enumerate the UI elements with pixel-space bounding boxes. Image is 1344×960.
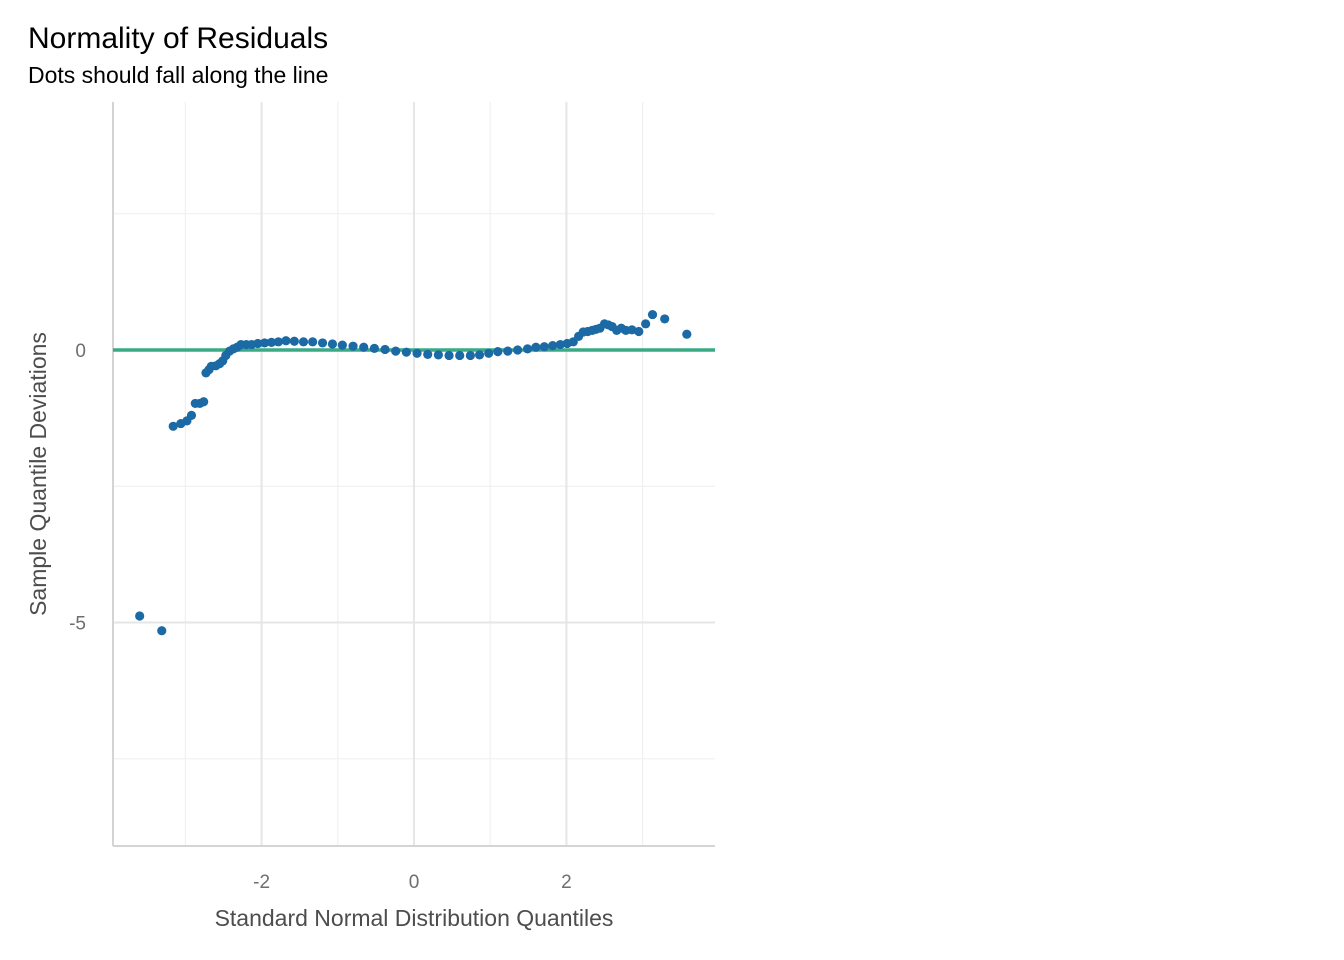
data-point xyxy=(391,346,401,356)
data-point xyxy=(484,348,494,358)
x-axis-title: Standard Normal Distribution Quantiles xyxy=(215,905,614,931)
data-point xyxy=(401,347,411,357)
chart-title: Normality of Residuals xyxy=(28,22,329,55)
data-point xyxy=(380,344,390,355)
residual-points xyxy=(135,309,692,636)
y-tick-labels: 0 -5 xyxy=(69,341,86,635)
data-point xyxy=(513,345,523,355)
data-point xyxy=(168,421,178,431)
data-point xyxy=(474,350,485,360)
data-point xyxy=(273,337,283,347)
data-point xyxy=(548,341,558,351)
data-point xyxy=(298,337,309,347)
x-tick-label: 0 xyxy=(409,872,420,893)
data-point xyxy=(412,348,422,358)
data-point xyxy=(423,349,433,359)
axis-lines xyxy=(112,102,715,847)
data-point xyxy=(308,337,318,347)
data-point xyxy=(199,397,209,407)
data-point xyxy=(647,309,658,320)
data-point xyxy=(465,350,475,361)
data-point xyxy=(186,410,197,421)
x-tick-label: 2 xyxy=(561,872,572,893)
data-point xyxy=(682,329,692,339)
data-point xyxy=(634,326,644,337)
data-point xyxy=(359,342,369,352)
data-point xyxy=(369,343,379,353)
data-point xyxy=(444,350,454,361)
data-point xyxy=(531,342,541,352)
y-tick-label: -5 xyxy=(69,614,86,635)
data-point xyxy=(555,339,565,350)
chart-subtitle: Dots should fall along the line xyxy=(28,62,329,88)
y-tick-label: 0 xyxy=(75,341,86,362)
data-point xyxy=(281,336,291,346)
x-tick-labels: -2 0 2 xyxy=(253,872,572,893)
data-point xyxy=(627,325,637,335)
data-point xyxy=(337,340,347,350)
data-point xyxy=(135,611,145,621)
data-point xyxy=(317,338,328,348)
data-point xyxy=(157,626,167,636)
data-point xyxy=(503,346,513,356)
data-point xyxy=(327,339,338,349)
data-point xyxy=(539,342,549,352)
data-point xyxy=(641,319,651,329)
data-point xyxy=(260,338,270,348)
data-point xyxy=(660,314,670,324)
data-point xyxy=(289,336,299,346)
y-axis-title: Sample Quantile Deviations xyxy=(25,332,51,616)
x-tick-label: -2 xyxy=(253,872,270,893)
data-point xyxy=(266,337,277,347)
data-point xyxy=(522,344,533,354)
data-point xyxy=(253,338,263,349)
data-point xyxy=(348,341,358,351)
data-point xyxy=(455,350,465,361)
data-point xyxy=(493,347,503,357)
data-point xyxy=(433,350,443,360)
